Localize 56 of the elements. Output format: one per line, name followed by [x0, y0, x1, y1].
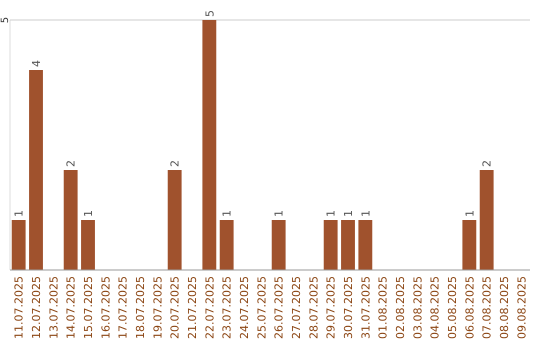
x-tick-label: 07.08.2025: [480, 276, 494, 339]
bar: [358, 220, 372, 270]
data-label: 1: [342, 210, 355, 217]
data-label: 1: [463, 210, 476, 217]
x-tick-label: 06.08.2025: [463, 276, 476, 339]
x-tick-label: 19.07.2025: [151, 276, 164, 339]
x-tick-label: 02.08.2025: [394, 276, 407, 339]
data-label: 1: [324, 210, 338, 217]
x-tick-label: 31.07.2025: [359, 276, 372, 339]
bar: [64, 170, 78, 270]
x-tick-label: 14.07.2025: [64, 276, 78, 339]
bar: [341, 220, 355, 270]
x-tick-label: 09.08.2025: [515, 276, 528, 339]
data-label: 1: [220, 210, 234, 217]
data-label: 4: [30, 60, 43, 67]
x-tick-label: 26.07.2025: [272, 276, 286, 339]
data-label: 1: [12, 210, 26, 217]
x-tick-label: 01.08.2025: [376, 276, 390, 339]
bar: [272, 220, 286, 270]
x-tick-label: 16.07.2025: [99, 276, 112, 339]
x-tick-label: 28.07.2025: [307, 276, 320, 339]
bar: [202, 20, 216, 270]
x-tick-label: 15.07.2025: [82, 276, 95, 339]
x-tick-label: 22.07.2025: [203, 276, 216, 339]
bar: [220, 220, 234, 270]
x-tick-label: 17.07.2025: [116, 276, 130, 339]
x-tick-label: 03.08.2025: [411, 276, 424, 339]
x-tick-label: 21.07.2025: [186, 276, 199, 339]
data-label: 5: [203, 10, 216, 17]
bar: [462, 220, 476, 270]
x-tick-label: 27.07.2025: [290, 276, 303, 339]
data-label: 1: [359, 210, 372, 217]
x-tick-label: 13.07.2025: [47, 276, 60, 339]
x-tick-label: 05.08.2025: [446, 276, 459, 339]
bar: [324, 220, 338, 270]
x-tick-label: 04.08.2025: [428, 276, 442, 339]
data-label: 1: [272, 210, 286, 217]
x-tick-label: 23.07.2025: [220, 276, 234, 339]
bar: [168, 170, 182, 270]
data-label: 2: [64, 160, 78, 167]
x-tick-label: 12.07.2025: [30, 276, 43, 339]
x-tick-label: 08.08.2025: [498, 276, 511, 339]
bar: [81, 220, 95, 270]
bar: [12, 220, 26, 270]
bar: [29, 70, 43, 270]
x-tick-label: 29.07.2025: [324, 276, 338, 339]
x-tick-label: 20.07.2025: [168, 276, 182, 339]
data-label: 2: [168, 160, 182, 167]
x-tick-label: 11.07.2025: [12, 276, 26, 339]
x-tick-label: 30.07.2025: [342, 276, 355, 339]
bar: [480, 170, 494, 270]
data-label: 2: [480, 160, 494, 167]
x-tick-label: 25.07.2025: [255, 276, 268, 339]
data-label: 1: [82, 210, 95, 217]
x-tick-label: 18.07.2025: [134, 276, 147, 339]
x-tick-label: 24.07.2025: [238, 276, 251, 339]
